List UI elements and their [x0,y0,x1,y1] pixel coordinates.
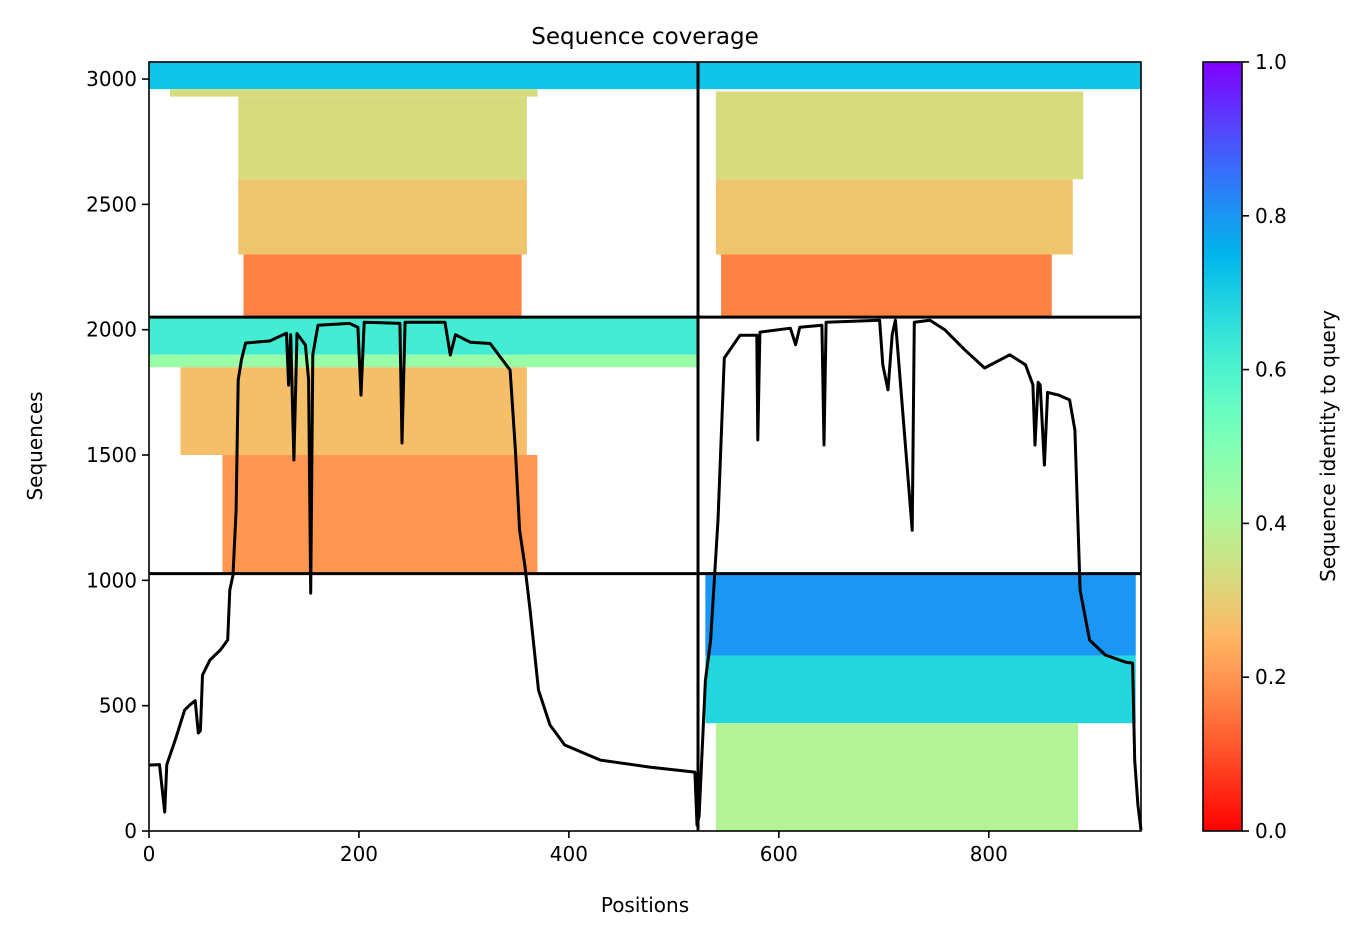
coverage-block [715,91,1084,180]
plot-frame [148,61,1142,832]
coverage-block [180,367,527,456]
colorbar-tick-label: 0.6 [1255,358,1287,382]
y-tick-label: 0 [124,819,137,843]
coverage-block [715,723,1079,831]
coverage-block [149,354,699,368]
y-tick-label: 2000 [86,318,137,342]
x-tick-label: 400 [550,842,588,866]
y-tick-label: 3000 [86,67,137,91]
x-tick-label: 200 [340,842,378,866]
coverage-block [149,62,699,90]
coverage-block [243,254,522,318]
x-axis-label: Positions [601,893,689,917]
y-tick-label: 2500 [86,192,137,216]
coverage-block [705,573,1136,656]
y-tick-label: 1500 [86,443,137,467]
y-tick-label: 1000 [86,568,137,592]
coverage-block [238,96,527,180]
x-tick-label: 800 [970,842,1008,866]
colorbar-tick-label: 1.0 [1255,50,1287,74]
colorbar-tick-label: 0.0 [1255,819,1287,843]
colorbar-label: Sequence identity to query [1316,310,1340,582]
y-axis-label: Sequences [23,391,47,500]
colorbar-tick-label: 0.2 [1255,665,1287,689]
y-tick-label: 500 [99,694,137,718]
coverage-block [705,655,1136,724]
chart-title: Sequence coverage [531,24,759,50]
colorbar-tick-label: 0.8 [1255,204,1287,228]
coverage-block [721,254,1052,318]
coverage-block [238,179,527,255]
coverage-line [148,318,1143,831]
colorbar-tick-label: 0.4 [1255,511,1287,535]
coverage-block [698,62,1141,90]
coverage-block [222,455,538,574]
x-tick-label: 600 [760,842,798,866]
coverage-block [169,89,538,97]
colorbar [1202,61,1243,832]
coverage-block [715,179,1073,255]
x-tick-label: 0 [143,842,156,866]
